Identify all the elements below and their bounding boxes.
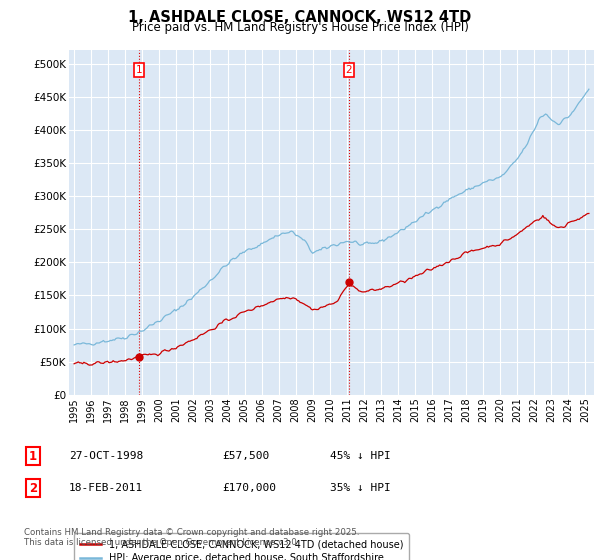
Text: £170,000: £170,000 (222, 483, 276, 493)
Text: 35% ↓ HPI: 35% ↓ HPI (330, 483, 391, 493)
Text: Contains HM Land Registry data © Crown copyright and database right 2025.
This d: Contains HM Land Registry data © Crown c… (24, 528, 359, 547)
Text: Price paid vs. HM Land Registry's House Price Index (HPI): Price paid vs. HM Land Registry's House … (131, 21, 469, 34)
Legend: 1, ASHDALE CLOSE, CANNOCK, WS12 4TD (detached house), HPI: Average price, detach: 1, ASHDALE CLOSE, CANNOCK, WS12 4TD (det… (74, 534, 409, 560)
Text: 1: 1 (29, 450, 37, 463)
Text: 45% ↓ HPI: 45% ↓ HPI (330, 451, 391, 461)
Text: 2: 2 (29, 482, 37, 495)
Text: 1: 1 (136, 66, 143, 75)
Text: 2: 2 (346, 66, 352, 75)
Text: 27-OCT-1998: 27-OCT-1998 (69, 451, 143, 461)
Text: £57,500: £57,500 (222, 451, 269, 461)
Text: 1, ASHDALE CLOSE, CANNOCK, WS12 4TD: 1, ASHDALE CLOSE, CANNOCK, WS12 4TD (128, 10, 472, 25)
Text: 18-FEB-2011: 18-FEB-2011 (69, 483, 143, 493)
